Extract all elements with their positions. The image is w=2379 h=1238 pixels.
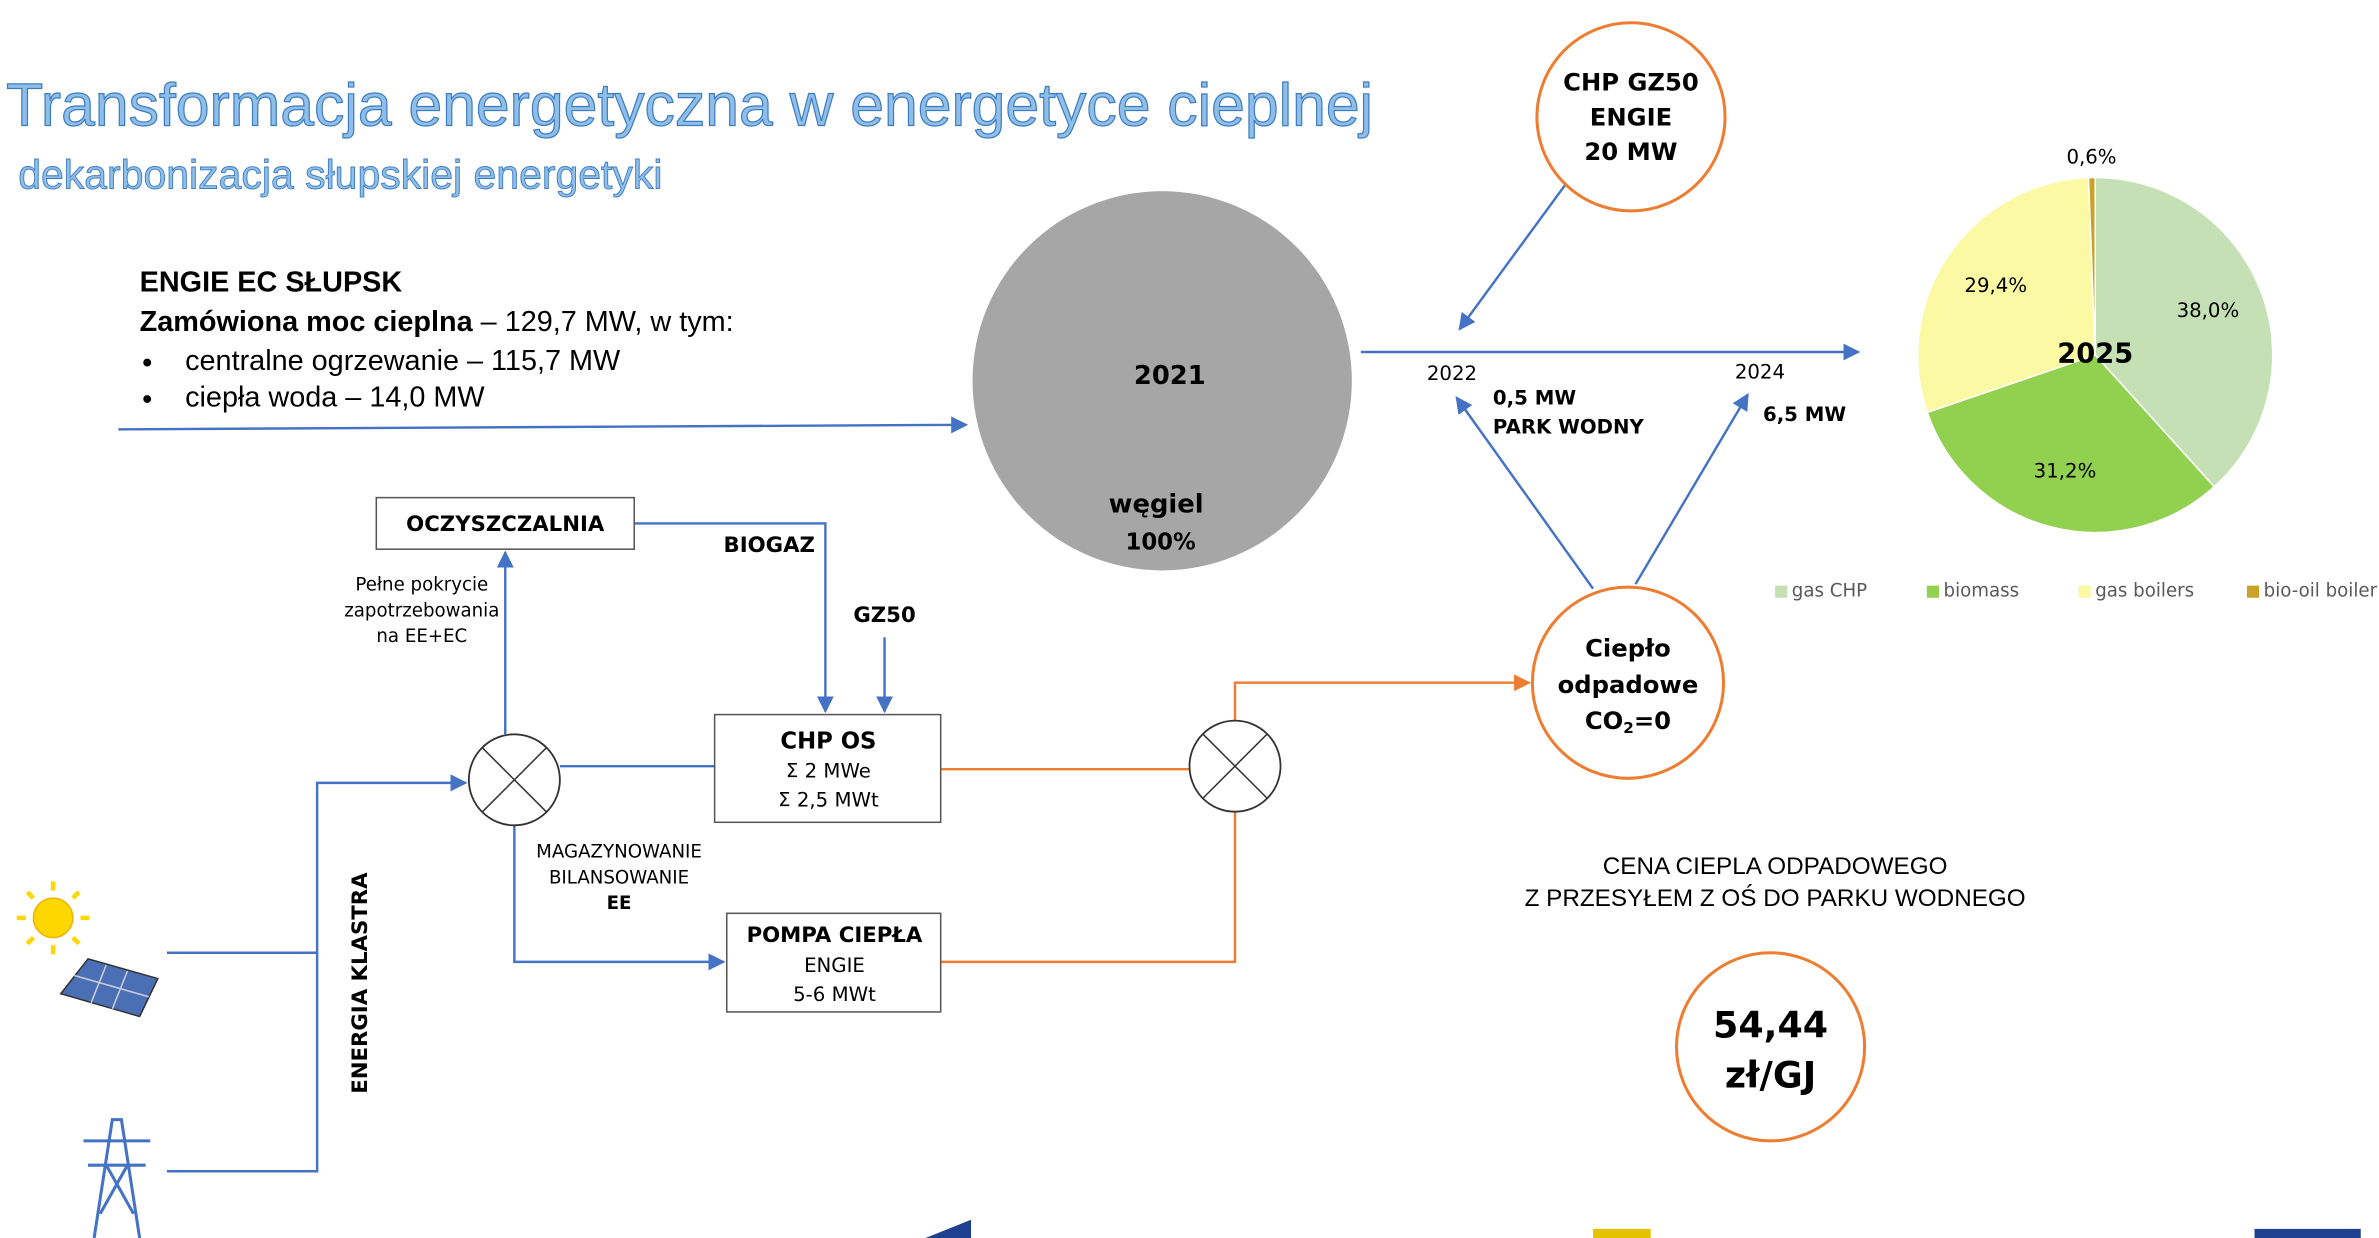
info-heading: ENGIE EC SŁUPSK: [140, 266, 403, 298]
pompa-label: POMPA CIEPŁA: [747, 923, 923, 948]
pie-value-label: 31,2%: [2034, 459, 2097, 482]
pylon-icon: [83, 1118, 151, 1238]
arrow: [634, 522, 834, 714]
waste-heat-circle: [1530, 585, 1726, 780]
coal-share: 100%: [1126, 530, 1196, 556]
coal-year: 2021: [1134, 361, 1206, 391]
pie-value-label: 29,4%: [1964, 274, 2027, 297]
pompa-label: ENGIE: [804, 954, 865, 977]
biogaz-label: BIOGAZ: [724, 533, 815, 558]
coal-circle: [972, 191, 1352, 571]
coverage-label: na EE+EC: [376, 626, 467, 647]
bullet-text: ciepła woda – 14,0 MW: [185, 382, 485, 414]
legend-swatch: [1775, 585, 1788, 598]
co2-base: CO: [1585, 706, 1623, 735]
subtitle: dekarbonizacja słupskiej energetyki: [18, 151, 662, 197]
arrow: [513, 825, 726, 971]
chp-os-label: Σ 2,5 MWt: [778, 789, 879, 812]
chp-os-label: CHP OS: [780, 728, 876, 754]
bullet: [143, 358, 152, 367]
price-value: 54,44: [1713, 1004, 1828, 1047]
year-label: 2022: [1427, 362, 1477, 385]
price-caption: CENA CIEPLA ODPADOWEGO: [1603, 853, 1948, 880]
co2-rest: =0: [1634, 706, 1671, 735]
sun-icon: [16, 881, 90, 955]
mixer: [1188, 719, 1282, 813]
coverage-label: zapotrzebowania: [344, 600, 499, 621]
legend-label: gas CHP: [1792, 581, 1867, 602]
logo-strip: [925, 1219, 2361, 1238]
mixer: [467, 733, 561, 827]
chp-gz50-circle: [1535, 21, 1727, 213]
co2-label: CO2=0: [1585, 706, 1671, 737]
pie-slice: [1917, 176, 2097, 414]
storage-label: BILANSOWANIE: [549, 867, 689, 888]
legend-label: bio-oil boiler: [2264, 581, 2378, 602]
year-label: 2024: [1735, 361, 1785, 384]
price-circle: [1674, 951, 1867, 1143]
pompa-label: 5-6 MWt: [793, 983, 876, 1006]
cluster-label: ENERGIA KLASTRA: [348, 872, 373, 1094]
arrow: [166, 774, 468, 954]
pie-value-label: 38,0%: [2177, 299, 2240, 322]
arrow: [1634, 392, 1749, 585]
storage-label: EE: [607, 893, 632, 914]
info-lead-rest: – 129,7 MW, w tym:: [473, 306, 734, 338]
arrow: [1458, 181, 1569, 331]
legend-label: gas boilers: [2095, 581, 2194, 602]
pie-slice: [2094, 176, 2274, 488]
legend-swatch: [2078, 585, 2091, 598]
pie-value-label: 0,6%: [2066, 146, 2116, 169]
pie-center-label: 2025: [2057, 339, 2133, 370]
legend-label: biomass: [1944, 581, 2020, 602]
coverage-label: Pełne pokrycie: [355, 575, 488, 596]
arrow: [1455, 396, 1595, 590]
pompa-box: [726, 912, 942, 1013]
pie-slice: [1926, 354, 2216, 534]
chp-os-label: Σ 2 MWe: [786, 760, 871, 783]
waste-heat-label: odpadowe: [1558, 670, 1699, 699]
arrow: [118, 416, 969, 434]
heat-arrow: [1233, 674, 1532, 721]
timeline-label: PARK WODNY: [1493, 415, 1645, 438]
oczyszczalnia-label: OCZYSZCZALNIA: [406, 512, 605, 537]
price-unit: zł/GJ: [1725, 1054, 1816, 1097]
gz50-label: GZ50: [853, 603, 915, 628]
co2-sub: 2: [1623, 719, 1634, 737]
pie-slice: [2087, 176, 2097, 356]
info-lead: Zamówiona moc cieplna – 129,7 MW, w tym:: [140, 306, 734, 338]
legend-swatch: [2246, 585, 2260, 598]
chp-gz50-label: ENGIE: [1590, 102, 1672, 131]
heat-line: [940, 811, 1237, 964]
bullet: [143, 395, 152, 403]
timeline-label: 6,5 MW: [1763, 403, 1846, 426]
oczyszczalnia-box: [375, 496, 635, 550]
bullet-text: centralne ogrzewanie – 115,7 MW: [185, 345, 621, 377]
waste-heat-label: Ciepło: [1585, 633, 1671, 662]
chp-gz50-label: CHP GZ50: [1563, 67, 1699, 96]
coal-fuel: węgiel: [1109, 490, 1204, 520]
title: Transformacja energetyczna w energetyce …: [6, 70, 1373, 138]
connector: [166, 952, 319, 1173]
info-lead-bold: Zamówiona moc cieplna: [140, 306, 474, 338]
chp-gz50-label: 20 MW: [1584, 137, 1677, 166]
price-caption: Z PRZESYŁEM Z OŚ DO PARKU WODNEGO: [1525, 884, 2026, 912]
solar-panel-icon: [59, 957, 159, 1018]
chp-os-box: [713, 713, 942, 824]
storage-label: MAGAZYNOWANIE: [536, 842, 702, 863]
legend-swatch: [1926, 585, 1939, 598]
timeline-label: 0,5 MW: [1493, 387, 1576, 410]
